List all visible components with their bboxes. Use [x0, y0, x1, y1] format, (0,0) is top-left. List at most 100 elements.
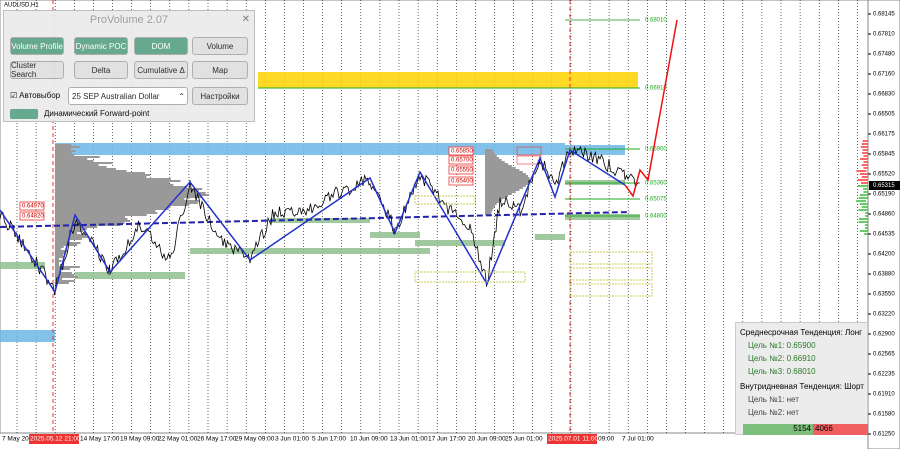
checkbox-label: Автовыбор: [19, 91, 60, 100]
zone: [190, 248, 430, 254]
zone: [565, 214, 640, 220]
sell-volume: 4066: [813, 424, 868, 435]
price-tick-label: 0.61580: [873, 412, 895, 418]
price-tick-label: 0.62235: [873, 372, 895, 378]
panel-title: ProVolume 2.07: [4, 14, 254, 26]
toggle[interactable]: [10, 109, 38, 119]
target: Цель №1: нет: [748, 395, 799, 404]
close-button[interactable]: ✕: [242, 14, 250, 25]
time-label: 22 May 01:00: [158, 436, 198, 443]
settings-button[interactable]: Настройки: [192, 87, 248, 105]
time-label: 17 Jun 17:00: [428, 436, 466, 443]
mid-trend: Среднесрочная Тенденция: Лонг: [740, 328, 862, 337]
price-box-label: 0.65700: [451, 158, 473, 164]
price-tick-label: 0.67160: [873, 72, 895, 78]
target: Цель №2: нет: [748, 408, 799, 417]
intra-trend: Внутридневная Тенденция: Шорт: [740, 382, 864, 391]
time-label: 2025.07.01 11:00: [548, 436, 599, 443]
level-label: 0.68010: [645, 18, 667, 24]
panel-button[interactable]: Cluster Search: [10, 61, 64, 79]
price-tick-label: 0.62900: [873, 332, 895, 338]
time-label: 7 May 202: [2, 436, 33, 443]
price-tick-label: 0.62565: [873, 352, 895, 358]
zone: [75, 272, 185, 279]
time-label: 10 Jun 09:00: [350, 436, 388, 443]
price-tick-label: 0.66830: [873, 92, 895, 98]
price-box-label: 0.65400: [451, 179, 473, 185]
panel-button[interactable]: Volume Profile: [10, 37, 64, 55]
price-box: 0.65550: [449, 166, 473, 174]
panel-button[interactable]: Delta: [74, 61, 128, 79]
current-price: 0.65315: [873, 183, 895, 189]
price-tick-label: 0.66175: [873, 132, 895, 138]
provolume-panel: ProVolume 2.07 ✕ Volume Profile Dynamic P…: [3, 10, 255, 122]
zone: [258, 72, 638, 88]
price-box: 0.64820: [20, 212, 44, 220]
time-label: 26 May 17:00: [197, 436, 237, 443]
dom-bar: [859, 218, 869, 220]
price-tick-label: 0.64535: [873, 232, 895, 238]
time-label: 3 Jun 01:00: [275, 436, 309, 443]
dom-bar: [858, 221, 868, 223]
info-panel: Среднесрочная Тенденция: Лонг Цель №1: 0…: [735, 322, 868, 435]
price-tick-label: 0.61250: [873, 432, 895, 438]
target: Цель №1: 0.65900: [748, 341, 816, 350]
symbol: AUDUSD,H1: [4, 3, 39, 9]
price-box: 0.65700: [449, 156, 473, 164]
time-label: 19 May 09:00: [120, 436, 160, 443]
forward-label: Динамический Forward-point: [44, 109, 149, 118]
level-label: 0.64800: [645, 214, 667, 220]
time-label: 2025.05.12 21:00: [30, 436, 81, 443]
price-tick-label: 0.64200: [873, 252, 895, 258]
price-axis: [868, 0, 900, 449]
price-tick-label: 0.68145: [873, 12, 895, 18]
body: 0.68010 0.66910 0.65900 0.65360 0.65075 0.648…: [0, 0, 900, 449]
page: ProVolume screenshot {"symbol": "AUDUSD,…: [0, 0, 900, 449]
dom-bar: [856, 200, 866, 202]
dom-bar: [858, 209, 868, 211]
time-label: 13 Jun 01:00: [390, 436, 428, 443]
zone: [535, 234, 565, 240]
price-box: 0.65850: [449, 147, 473, 155]
select-text: 25 SEP Australian Dollar: [72, 92, 159, 101]
price-tick-label: 0.61910: [873, 392, 895, 398]
price-tick-label: 0.66505: [873, 112, 895, 118]
price-box-label: 0.64970: [22, 204, 44, 210]
dom-bar: [858, 179, 868, 181]
dom-bar: [859, 197, 869, 199]
time-label: 7 Jul 01:00: [622, 436, 654, 443]
price-tick-label: 0.67810: [873, 32, 895, 38]
panel-button[interactable]: DOM: [134, 37, 188, 55]
target: Цель №3: 0.68010: [748, 367, 816, 376]
time-label: 29 May 09:00: [235, 436, 275, 443]
dom-bar: [856, 170, 866, 172]
panel-button[interactable]: Volume: [192, 37, 248, 55]
time-label: 25 Jun 01:00: [505, 436, 543, 443]
dom-bar: [858, 185, 868, 187]
panel-button[interactable]: Cumulative Δ: [134, 61, 188, 79]
price-tick-label: 0.65190: [873, 192, 895, 198]
checkbox[interactable]: ☑ Автовыбор: [10, 91, 60, 100]
time-label: 5 Jun 17:00: [312, 436, 346, 443]
price-box: 0.64970: [20, 202, 44, 210]
level-label: 0.65075: [645, 197, 667, 203]
price-tick-label: 0.67480: [873, 52, 895, 58]
target: Цель №2: 0.66910: [748, 354, 816, 363]
level-label: 0.65900: [645, 147, 667, 153]
select[interactable]: 25 SEP Australian Dollar ⌃: [68, 87, 188, 105]
price-tick-label: 0.64860: [873, 212, 895, 218]
panel-button[interactable]: Map: [192, 61, 248, 79]
panel-button[interactable]: Dynamic POC: [74, 37, 128, 55]
price-box-label: 0.65850: [451, 149, 473, 155]
price-box: 0.65400: [449, 177, 473, 185]
price-tick-label: 0.65845: [873, 152, 895, 158]
price-tick-label: 0.63550: [873, 292, 895, 298]
time-label: 09:00: [598, 436, 615, 443]
price-box-label: 0.64820: [22, 214, 44, 220]
price-tick-label: 0.63220: [873, 312, 895, 318]
time-label: 20 Jun 09:00: [468, 436, 506, 443]
price-tick-label: 0.65520: [873, 172, 895, 178]
time-label: 14 May 17:00: [80, 436, 120, 443]
zone: [415, 240, 505, 246]
price-tick-label: 0.63880: [873, 272, 895, 278]
